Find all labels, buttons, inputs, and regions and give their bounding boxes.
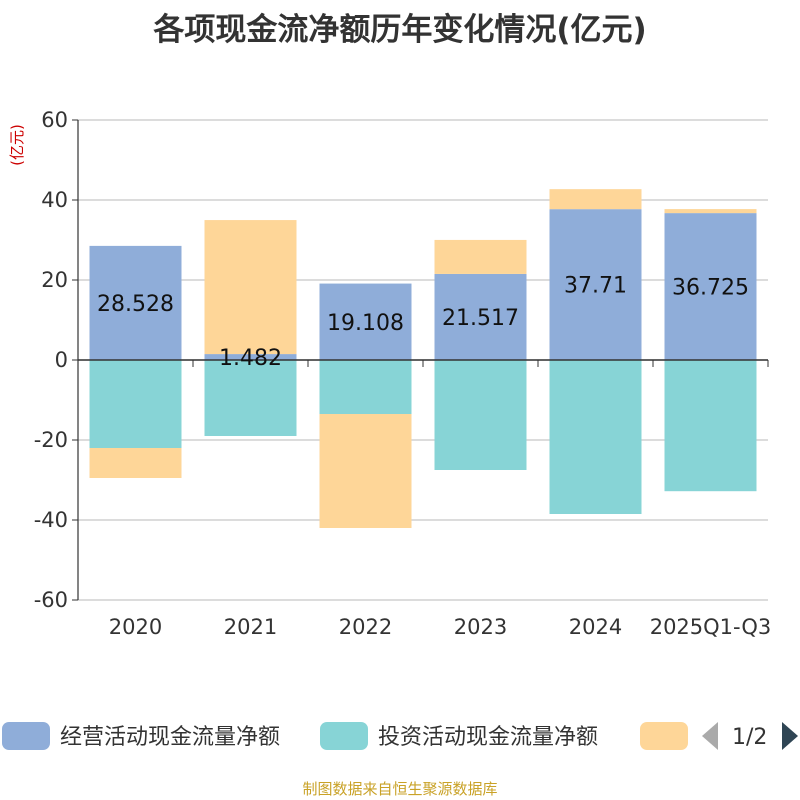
data-label: 37.71: [564, 274, 627, 299]
legend-swatch: [640, 722, 688, 750]
y-tick-label: -40: [34, 508, 68, 532]
y-tick-label: -60: [34, 588, 68, 612]
chart-title: 各项现金流净额历年变化情况(亿元): [153, 12, 647, 48]
legend-swatch: [320, 722, 368, 750]
y-tick-label: 20: [41, 268, 68, 292]
investing-cashflow-bar: [664, 360, 757, 492]
financing-cashflow-bar: [204, 220, 297, 355]
operating-cashflow-bar: [549, 209, 642, 360]
x-tick-label: 2025Q1-Q3: [650, 615, 772, 639]
financing-cashflow-bar: [434, 239, 527, 274]
operating-cashflow-bar: [319, 283, 412, 360]
y-tick-label: 60: [41, 108, 68, 132]
data-label: 1.482: [219, 346, 282, 371]
financing-cashflow-bar: [549, 189, 642, 210]
y-axis-label: (亿元): [8, 124, 26, 166]
x-tick-label: 2023: [454, 615, 507, 639]
legend-next-icon[interactable]: [782, 722, 798, 750]
x-tick-label: 2022: [339, 615, 392, 639]
investing-cashflow-bar: [549, 360, 642, 514]
legend-swatch: [2, 722, 50, 750]
legend-label: 投资活动现金流量净额: [378, 725, 598, 750]
legend-page-indicator: 1/2: [732, 725, 767, 750]
legend-label: 经营活动现金流量净额: [60, 725, 280, 750]
financing-cashflow-bar: [664, 209, 757, 214]
data-label: 28.528: [97, 292, 174, 317]
financing-cashflow-bar: [89, 448, 182, 478]
y-tick-label: 40: [41, 188, 68, 212]
data-source: 制图数据来自恒生聚源数据库: [302, 780, 498, 798]
operating-cashflow-bar: [434, 273, 527, 360]
legend-prev-icon[interactable]: [702, 722, 718, 750]
investing-cashflow-bar: [204, 360, 297, 436]
data-label: 36.725: [672, 276, 749, 301]
investing-cashflow-bar: [434, 360, 527, 470]
y-tick-label: 0: [55, 348, 68, 372]
x-tick-label: 2020: [109, 615, 162, 639]
investing-cashflow-bar: [319, 360, 412, 414]
x-tick-label: 2021: [224, 615, 277, 639]
x-tick-label: 2024: [569, 615, 622, 639]
data-label: 19.108: [327, 311, 404, 336]
operating-cashflow-bar: [204, 354, 297, 360]
operating-cashflow-bar: [89, 245, 182, 360]
operating-cashflow-bar: [664, 213, 757, 360]
investing-cashflow-bar: [89, 360, 182, 448]
data-label: 21.517: [442, 306, 519, 331]
y-tick-label: -20: [34, 428, 68, 452]
financing-cashflow-bar: [319, 414, 412, 528]
